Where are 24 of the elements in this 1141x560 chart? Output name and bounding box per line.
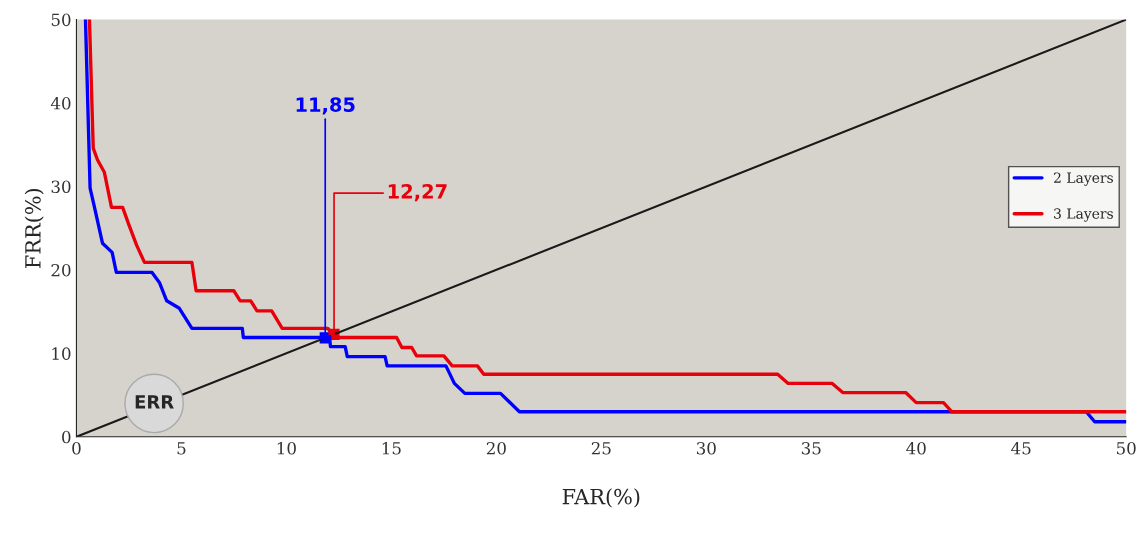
x-tick-label: 0 xyxy=(72,441,81,455)
y-tick-label: 50 xyxy=(51,13,71,27)
y-axis-title: FRR(%) xyxy=(24,188,44,268)
annotation: 12,27 xyxy=(388,184,447,202)
y-tick-label: 0 xyxy=(62,430,71,444)
x-tick-label: 45 xyxy=(1011,441,1031,455)
x-tick-label: 25 xyxy=(591,441,611,455)
y-tick-label: 40 xyxy=(50,97,71,110)
x-tick-label: 50 xyxy=(1116,441,1136,455)
annotation: ERR xyxy=(135,395,174,409)
x-tick-label: 40 xyxy=(906,441,926,455)
annotation: 11,85 xyxy=(296,97,355,115)
x-tick-label: 30 xyxy=(696,441,716,455)
legend-label: 2 Layers xyxy=(1054,172,1113,186)
x-axis-title: FAR(%) xyxy=(562,488,640,508)
y-tick-label: 20 xyxy=(51,263,71,277)
y-tick-label: 10 xyxy=(52,347,71,360)
x-tick-label: 10 xyxy=(277,441,296,455)
x-tick-label: 35 xyxy=(801,441,821,455)
x-tick-label: 20 xyxy=(486,441,506,455)
x-tick-label: 15 xyxy=(382,441,401,455)
legend-label: 3 Layers xyxy=(1054,208,1113,222)
y-tick-label: 30 xyxy=(51,180,71,194)
x-tick-label: 5 xyxy=(177,442,186,455)
